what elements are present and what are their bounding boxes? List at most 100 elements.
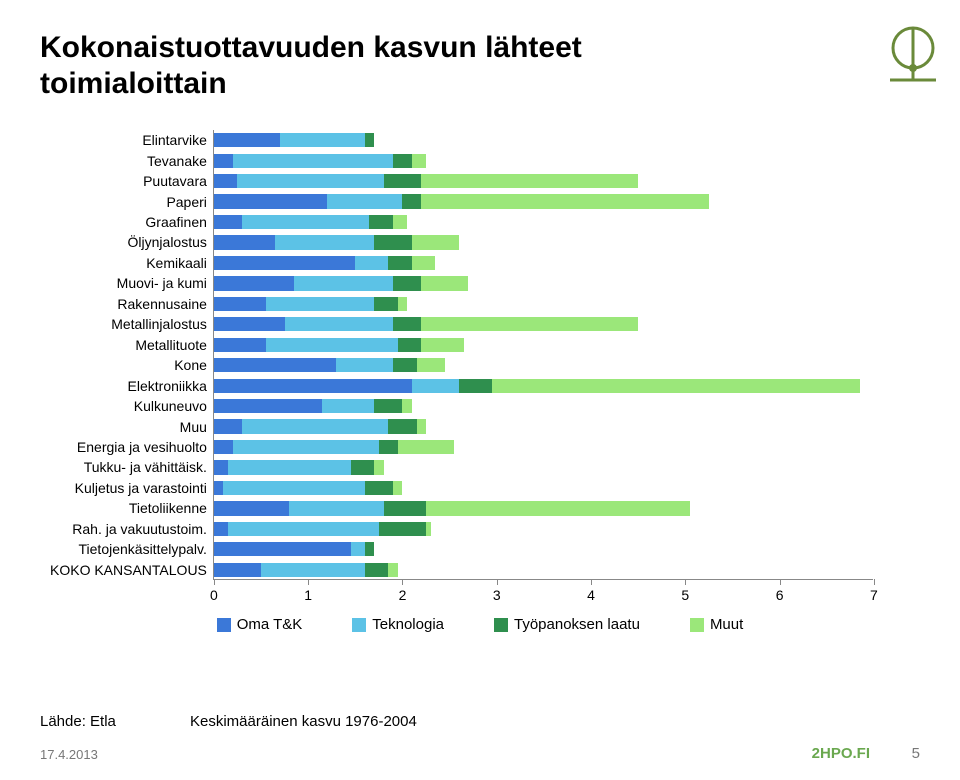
- bar-segment-muut: [426, 501, 690, 515]
- y-axis-category-label: Kulkuneuvo: [50, 396, 207, 416]
- bar-segment-oma_tk: [214, 481, 223, 495]
- y-axis-category-label: Kemikaali: [50, 253, 207, 273]
- bar-segment-teknologia: [280, 133, 365, 147]
- bar-segment-teknologia: [412, 379, 459, 393]
- stacked-bar: [214, 379, 860, 393]
- x-axis-tick: [308, 579, 309, 585]
- stacked-bar: [214, 215, 407, 229]
- x-axis-tick-label: 0: [210, 587, 218, 603]
- legend-label: Muut: [710, 616, 743, 633]
- stacked-bar: [214, 235, 459, 249]
- bar-segment-teknologia: [237, 174, 383, 188]
- x-axis-tick-label: 1: [304, 587, 312, 603]
- bar-segment-oma_tk: [214, 317, 285, 331]
- bar-segment-tyopanos: [393, 317, 421, 331]
- legend-item-tyopanos: Työpanoksen laatu: [494, 616, 640, 633]
- stacked-bar: [214, 133, 374, 147]
- stacked-bar: [214, 297, 407, 311]
- bar-row: [214, 416, 873, 436]
- bar-segment-oma_tk: [214, 154, 233, 168]
- bar-segment-tyopanos: [459, 379, 492, 393]
- bar-row: [214, 519, 873, 539]
- bar-segment-muut: [421, 276, 468, 290]
- bar-segment-tyopanos: [393, 358, 417, 372]
- bar-segment-oma_tk: [214, 194, 327, 208]
- y-axis-category-label: Muovi- ja kumi: [50, 273, 207, 293]
- stacked-bar: [214, 174, 638, 188]
- bar-segment-tyopanos: [374, 399, 402, 413]
- x-axis-tick-label: 3: [493, 587, 501, 603]
- bar-segment-tyopanos: [379, 440, 398, 454]
- legend: Oma T&K Teknologia Työpanoksen laatu Muut: [40, 616, 920, 633]
- legend-item-teknologia: Teknologia: [352, 616, 444, 633]
- stacked-bar: [214, 501, 690, 515]
- page-container: Kokonaistuottavuuden kasvun lähteet toim…: [0, 0, 960, 780]
- bar-segment-tyopanos: [365, 133, 374, 147]
- legend-label: Oma T&K: [237, 616, 303, 633]
- stacked-bar: [214, 317, 638, 331]
- bar-segment-muut: [412, 154, 426, 168]
- y-axis-labels: ElintarvikeTevanakePuutavaraPaperiGraafi…: [50, 130, 213, 580]
- bar-segment-muut: [421, 194, 709, 208]
- y-axis-category-label: Tukku- ja vähittäisk.: [50, 457, 207, 477]
- bar-segment-muut: [393, 215, 407, 229]
- bar-segment-muut: [398, 297, 407, 311]
- bar-segment-muut: [388, 563, 397, 577]
- legend-swatch: [690, 618, 704, 632]
- bar-segment-tyopanos: [379, 522, 426, 536]
- legend-item-muut: Muut: [690, 616, 743, 633]
- bar-rows: [214, 130, 873, 579]
- title-line-1: Kokonaistuottavuuden kasvun lähteet: [40, 31, 582, 64]
- bar-segment-oma_tk: [214, 399, 322, 413]
- stacked-bar: [214, 522, 431, 536]
- stacked-bar: [214, 563, 398, 577]
- bar-segment-muut: [402, 399, 411, 413]
- bar-segment-oma_tk: [214, 522, 228, 536]
- bar-segment-tyopanos: [365, 563, 389, 577]
- bar-segment-teknologia: [261, 563, 365, 577]
- bar-segment-teknologia: [233, 154, 393, 168]
- y-axis-category-label: Elintarvike: [50, 130, 207, 150]
- bar-segment-teknologia: [285, 317, 393, 331]
- bar-segment-tyopanos: [374, 235, 412, 249]
- bar-segment-oma_tk: [214, 460, 228, 474]
- stacked-bar: [214, 194, 709, 208]
- bar-segment-tyopanos: [384, 174, 422, 188]
- bar-segment-muut: [492, 379, 860, 393]
- bar-row: [214, 253, 873, 273]
- bar-segment-oma_tk: [214, 419, 242, 433]
- stacked-bar: [214, 276, 469, 290]
- y-axis-category-label: Tietojenkäsittelypalv.: [50, 539, 207, 559]
- brand-logo: [868, 18, 938, 88]
- bar-segment-oma_tk: [214, 338, 266, 352]
- bar-row: [214, 375, 873, 395]
- bar-row: [214, 396, 873, 416]
- bar-segment-muut: [417, 358, 445, 372]
- stacked-bar: [214, 460, 384, 474]
- footer-date: 17.4.2013: [40, 747, 98, 762]
- page-title: Kokonaistuottavuuden kasvun lähteet toim…: [40, 30, 920, 102]
- bar-row: [214, 150, 873, 170]
- source-label: Lähde: Etla: [40, 713, 116, 730]
- x-axis-tick: [591, 579, 592, 585]
- y-axis-category-label: Kone: [50, 355, 207, 375]
- stacked-bar: [214, 542, 374, 556]
- bar-row: [214, 212, 873, 232]
- bar-segment-teknologia: [351, 542, 365, 556]
- bar-segment-tyopanos: [365, 481, 393, 495]
- bar-segment-teknologia: [266, 338, 398, 352]
- legend-label: Teknologia: [372, 616, 444, 633]
- y-axis-category-label: Tietoliikenne: [50, 498, 207, 518]
- bar-row: [214, 171, 873, 191]
- stacked-bar: [214, 399, 412, 413]
- stacked-bar: [214, 358, 445, 372]
- bar-segment-oma_tk: [214, 174, 238, 188]
- bar-segment-oma_tk: [214, 563, 261, 577]
- bar-segment-oma_tk: [214, 215, 242, 229]
- y-axis-category-label: Puutavara: [50, 171, 207, 191]
- bar-row: [214, 478, 873, 498]
- bar-segment-oma_tk: [214, 256, 355, 270]
- y-axis-category-label: Rakennusaine: [50, 294, 207, 314]
- bar-segment-teknologia: [336, 358, 393, 372]
- bar-row: [214, 232, 873, 252]
